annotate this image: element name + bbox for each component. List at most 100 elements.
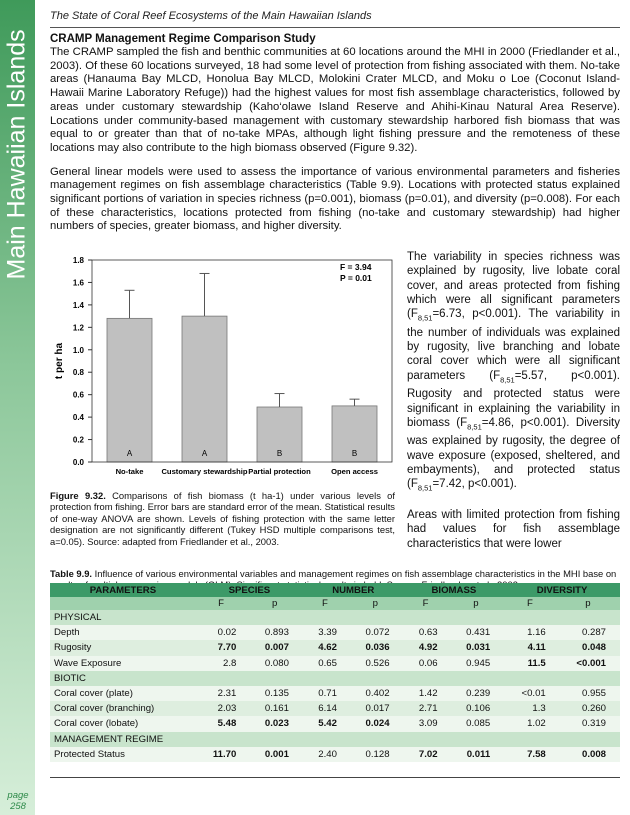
cell: 2.31 [195, 685, 247, 702]
subscript: 8,51 [500, 374, 515, 384]
cell: 7.58 [504, 746, 556, 762]
cell: 0.945 [447, 655, 505, 671]
cell: 0.63 [403, 625, 448, 641]
annotation: F = 3.94 [340, 262, 372, 272]
cell: 1.42 [403, 685, 448, 702]
cell: 3.09 [403, 716, 448, 732]
section-cell: BIOTIC [50, 670, 620, 686]
caption-text: Comparisons of fish biomass (t ha-1) und… [50, 490, 396, 547]
x-tick-label: No-take [116, 467, 144, 476]
cell: 0.085 [447, 716, 505, 732]
cell: 4.11 [504, 640, 556, 656]
cell: 0.001 [246, 746, 303, 762]
y-tick-label: 0.6 [73, 391, 85, 400]
cell: 0.955 [555, 685, 620, 702]
cell: 0.893 [246, 625, 303, 641]
page-num: 258 [10, 801, 26, 812]
cell: 0.128 [346, 746, 404, 762]
data-row: Rugosity 7.70 0.007 4.62 0.036 4.92 0.031 4.11 0… [50, 640, 620, 656]
bar [331, 405, 378, 463]
cell: 6.14 [302, 701, 347, 717]
cell: 0.080 [246, 655, 303, 671]
cell: 1.3 [504, 701, 556, 717]
table-rule [50, 777, 620, 778]
section-cell: MANAGEMENT REGIME [50, 731, 620, 747]
y-tick-label: 1.4 [73, 301, 85, 310]
subheader-cell: F [504, 597, 556, 610]
cell: 0.239 [447, 685, 505, 702]
cell: 7.70 [195, 640, 247, 656]
y-tick-label: 0.8 [73, 368, 85, 377]
text-run: The variability in species richness was … [407, 251, 620, 321]
data-row: Wave Exposure 2.8 0.080 0.65 0.526 0.06 0.945 1… [50, 655, 620, 671]
subheader-cell: p [246, 597, 303, 610]
cell: 11.5 [504, 655, 556, 671]
cell: 0.526 [346, 655, 404, 671]
figure-caption: Figure 9.32. Comparisons of fish biomass… [50, 490, 395, 547]
section-title: CRAMP Management Regime Comparison Study [50, 33, 316, 45]
page-number: page 258 [4, 790, 32, 812]
text-run: Areas with limited protection from fishi… [407, 508, 620, 550]
cell: 0.023 [246, 716, 303, 732]
sidebar-title: Main Hawaiian Islands [2, 29, 31, 280]
subscript: 8,51 [467, 422, 482, 432]
y-tick-label: 0.4 [73, 413, 85, 422]
cell: 0.135 [246, 685, 303, 702]
error-bar [124, 289, 135, 319]
data-row: Protected Status 11.70 0.001 2.40 0.128 7.02 0… [50, 746, 620, 762]
y-tick-label: 0.2 [73, 436, 85, 445]
header-cell: PARAMETERS [50, 583, 196, 597]
data-row: Coral cover (branching) 2.03 0.161 6.14 0.01… [50, 701, 620, 717]
cell: 0.031 [447, 640, 505, 656]
row-label: Coral cover (branching) [50, 701, 196, 717]
cell: 0.65 [302, 655, 347, 671]
section-row: MANAGEMENT REGIME [50, 731, 620, 747]
cell: 0.008 [555, 746, 620, 762]
row-label: Coral cover (lobate) [50, 716, 196, 732]
row-label: Depth [50, 625, 196, 641]
cell: 2.03 [195, 701, 247, 717]
subheader-cell: F [195, 597, 247, 610]
subheader-cell: p [447, 597, 505, 610]
cell: 0.011 [447, 746, 505, 762]
cell: 0.161 [246, 701, 303, 717]
page-label: page [7, 790, 29, 801]
cell: 0.024 [346, 716, 404, 732]
text-run: =7.42, p<0.001). [432, 478, 517, 491]
cell: 11.70 [195, 746, 247, 762]
subheader-cell: F [302, 597, 347, 610]
paragraph: The variability in species richness was … [407, 250, 620, 496]
cell: 2.71 [403, 701, 448, 717]
x-tick-label: Open access [331, 467, 378, 476]
section-row: BIOTIC [50, 670, 620, 686]
cell: 5.42 [302, 716, 347, 732]
cell: <0.01 [504, 685, 556, 702]
cell: <0.001 [555, 655, 620, 671]
paragraph: Areas with limited protection from fishi… [407, 508, 620, 551]
subheader-cell: F [403, 597, 448, 610]
cell: 2.40 [302, 746, 347, 762]
cell: 0.048 [555, 640, 620, 656]
cell: 0.402 [346, 685, 404, 702]
cell: 0.319 [555, 716, 620, 732]
cell: 1.16 [504, 625, 556, 641]
cell: 3.39 [302, 625, 347, 641]
cell: 4.62 [302, 640, 347, 656]
right-column: The variability in species richness was … [407, 250, 620, 563]
group-letter: A [127, 449, 133, 458]
chart: 0.00.20.40.60.81.01.21.41.61.8t per haAN… [54, 256, 393, 476]
data-row: Coral cover (plate) 2.31 0.135 0.71 0.402 1.4… [50, 685, 620, 702]
header-cell: DIVERSITY [504, 583, 620, 597]
x-tick-label: Partial protection [248, 467, 311, 476]
cell: 0.017 [346, 701, 404, 717]
cell: 0.02 [195, 625, 247, 641]
data-row: Depth 0.02 0.893 3.39 0.072 0.63 0.431 1.16 0.28… [50, 625, 620, 641]
error-bar [274, 393, 285, 408]
group-letter: A [202, 449, 208, 458]
subscript: 8,51 [417, 313, 433, 323]
row-label: Wave Exposure [50, 655, 196, 671]
running-header: The State of Coral Reef Ecosystems of th… [50, 10, 372, 22]
cell: 0.072 [346, 625, 404, 641]
section-row: PHYSICAL [50, 610, 620, 626]
